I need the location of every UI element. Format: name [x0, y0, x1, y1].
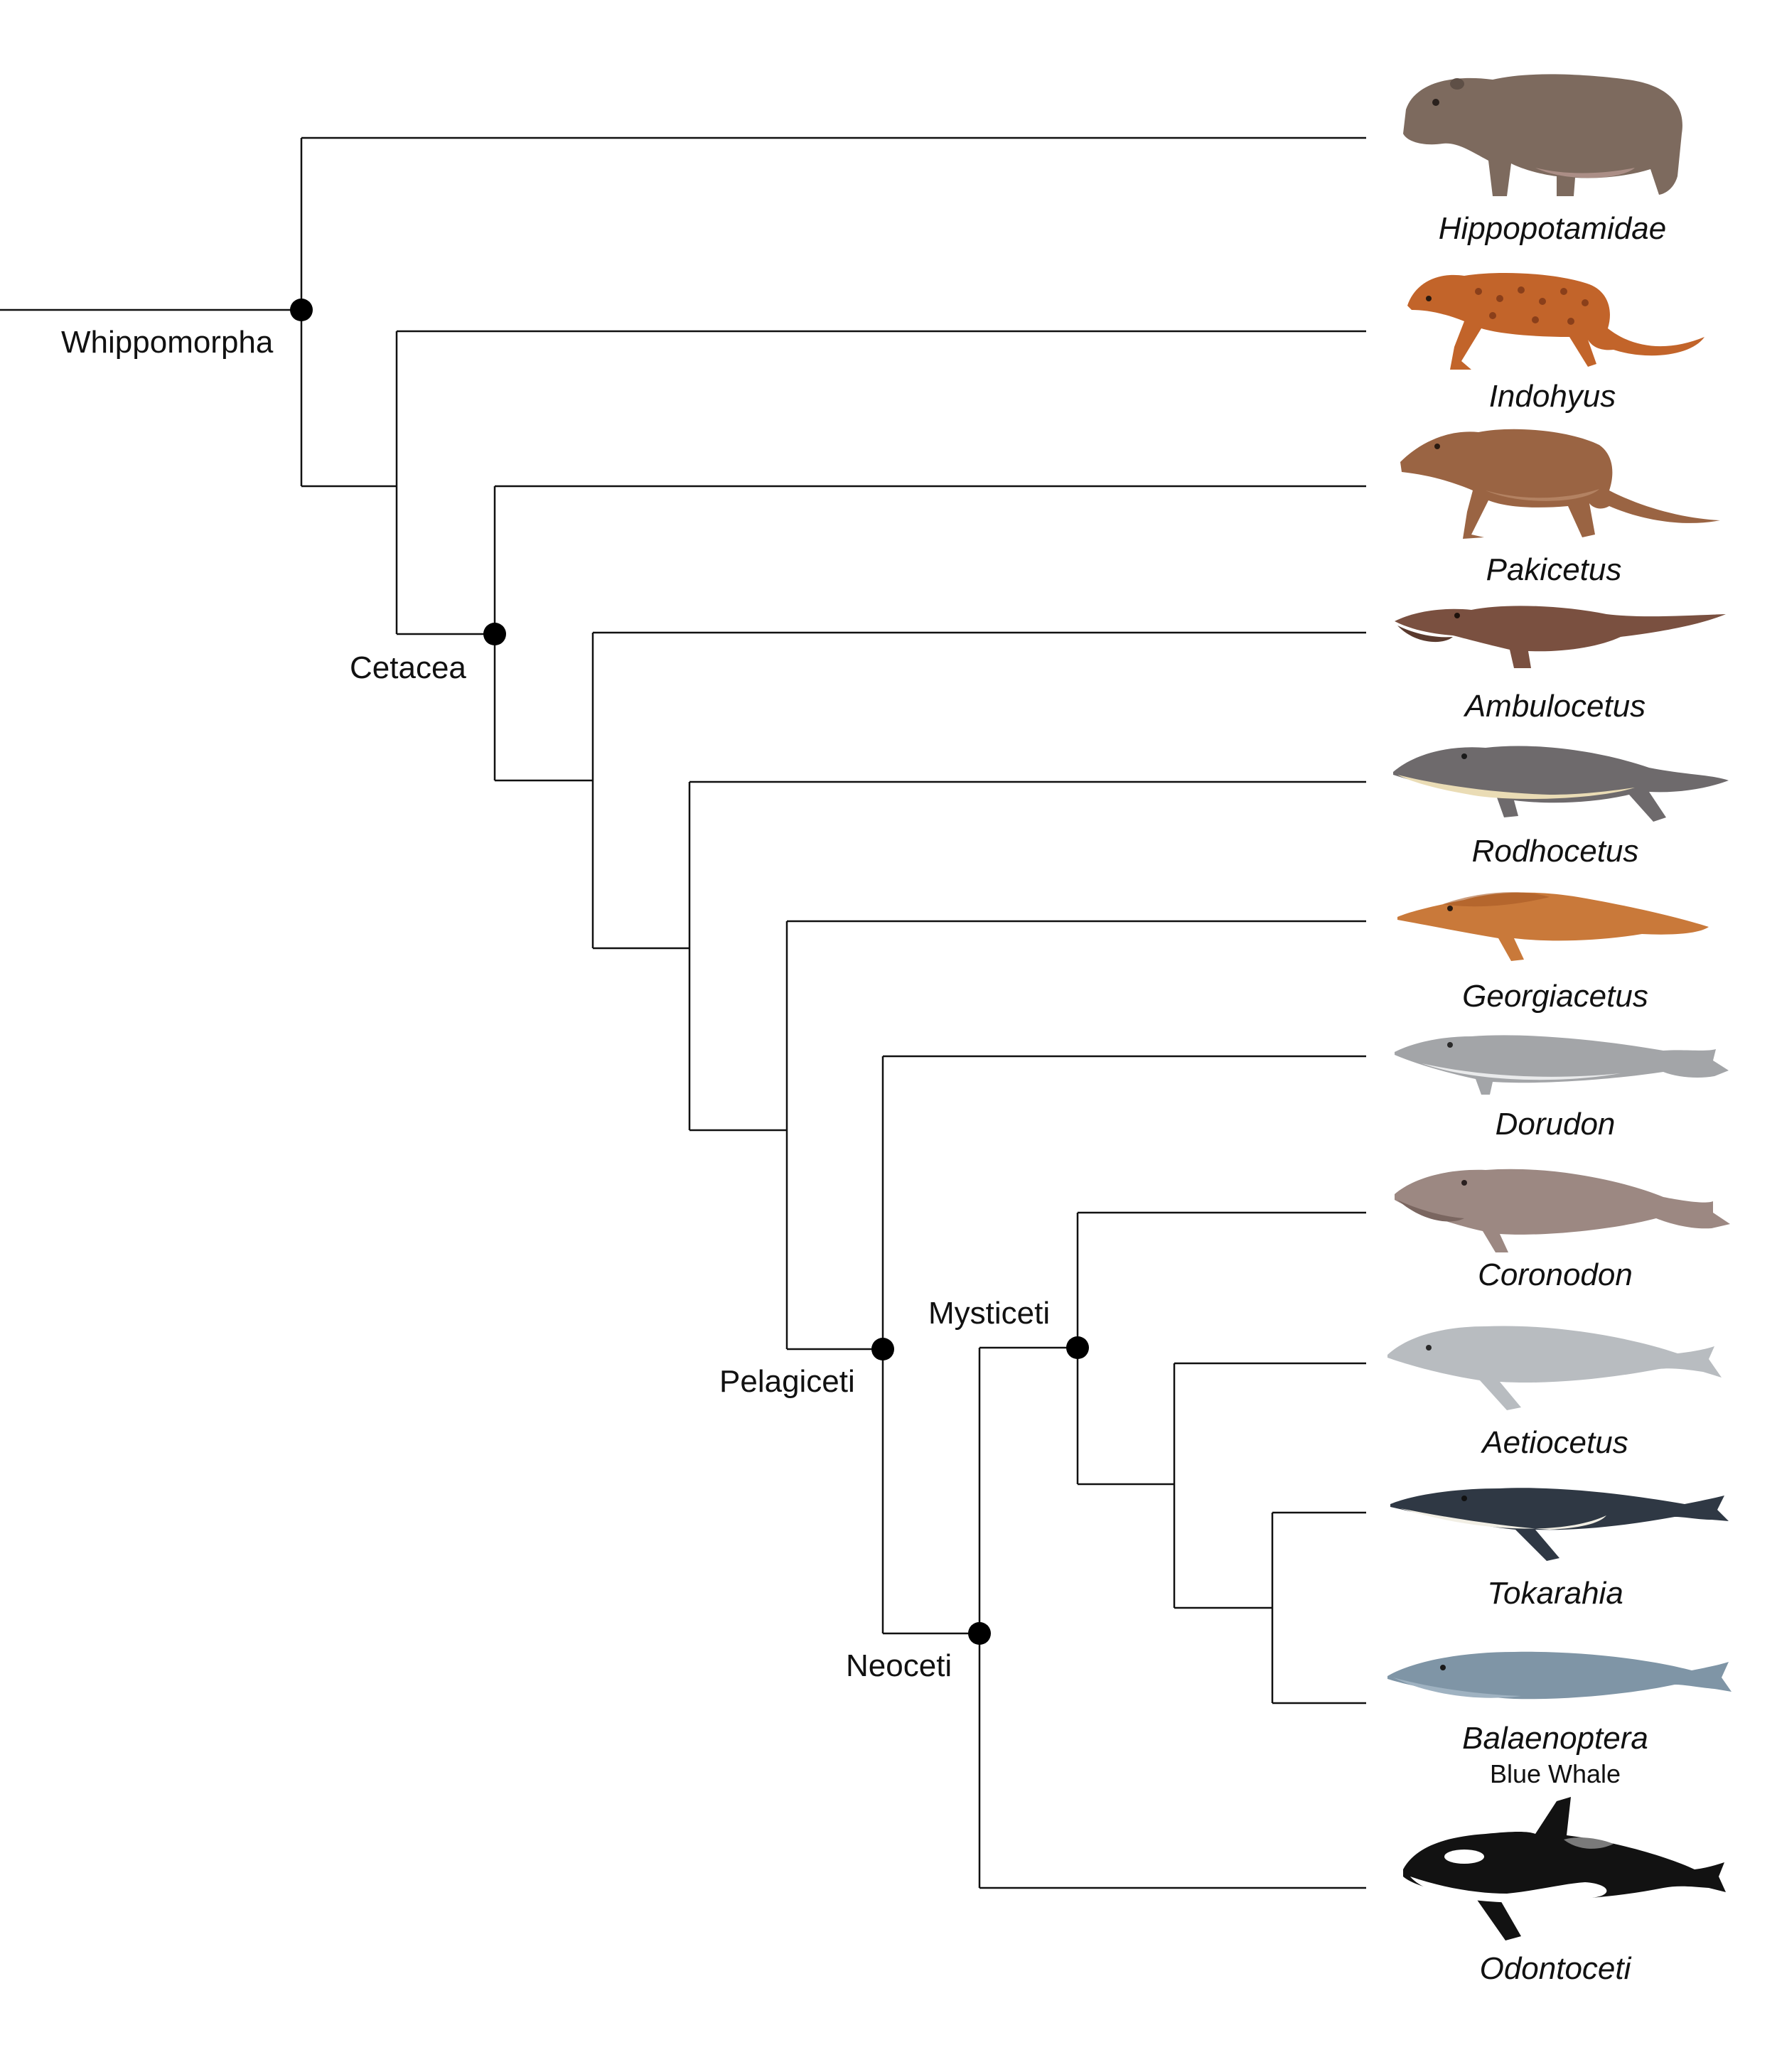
georgiacetus-illustration [1397, 892, 1709, 961]
clade-label-mysticeti: Mysticeti [928, 1296, 1050, 1331]
taxon-label-dorudon: Dorudon [1496, 1107, 1616, 1142]
hippo-body [1403, 74, 1682, 196]
hippo-ear [1450, 78, 1464, 90]
dorudon-body [1395, 1035, 1729, 1095]
node-dot-whippomorpha [290, 299, 313, 321]
pakicetus-eye [1434, 444, 1440, 449]
indohyus-body [1407, 273, 1704, 370]
taxon-label-rodhocetus: Rodhocetus [1472, 834, 1639, 869]
taxon-label-hippopotamidae: Hippopotamidae [1439, 211, 1666, 246]
ambulocetus-jaw [1397, 626, 1453, 643]
taxon-label-odontoceti: Odontoceti [1480, 1951, 1632, 1986]
clade-label-pelagiceti: Pelagiceti [719, 1364, 855, 1399]
aetiocetus-illustration [1387, 1326, 1722, 1410]
balaenoptera-eye [1440, 1665, 1446, 1670]
taxon-labels: Hippopotamidae Indohyus Pakicetus Ambulo… [1439, 211, 1666, 1986]
taxon-label-aetiocetus: Aetiocetus [1480, 1425, 1628, 1460]
pakicetus-body [1400, 429, 1720, 539]
taxon-label-tokarahia: Tokarahia [1487, 1576, 1623, 1611]
pakicetus-belly [1486, 489, 1599, 501]
animal-illustrations [1387, 74, 1732, 1941]
coronodon-body [1395, 1169, 1730, 1252]
orca-eyepatch [1444, 1850, 1484, 1864]
hippopotamus-illustration [1403, 74, 1682, 196]
georgiacetus-back [1443, 892, 1550, 907]
indohyus-eye [1426, 296, 1432, 301]
ambulocetus-eye [1454, 613, 1460, 618]
tokarahia-illustration [1390, 1488, 1729, 1561]
node-dot-mysticeti [1066, 1336, 1089, 1359]
tokarahia-belly [1400, 1508, 1606, 1530]
balaenoptera-illustration [1387, 1651, 1732, 1700]
georgiacetus-body [1397, 892, 1709, 961]
coronodon-jaw [1397, 1200, 1464, 1222]
hippo-eye [1432, 99, 1439, 106]
rodhocetus-belly [1397, 775, 1635, 799]
rodhocetus-body [1393, 746, 1729, 822]
balaenoptera-throat [1393, 1678, 1521, 1698]
node-dot-neoceti [968, 1622, 991, 1645]
clade-label-neoceti: Neoceti [846, 1648, 952, 1683]
common-name-blue-whale: Blue Whale [1490, 1759, 1621, 1788]
ambulocetus-illustration [1395, 606, 1726, 668]
dorudon-belly [1422, 1063, 1621, 1080]
orca-body [1403, 1797, 1726, 1941]
node-dot-pelagiceti [871, 1338, 894, 1360]
coronodon-illustration [1395, 1169, 1730, 1252]
dorudon-illustration [1395, 1035, 1729, 1095]
aetiocetus-body [1387, 1326, 1722, 1410]
tokarahia-eye [1461, 1496, 1467, 1501]
indohyus-spots [1475, 286, 1589, 325]
taxon-label-georgiacetus: Georgiacetus [1462, 979, 1648, 1014]
ambulocetus-body [1395, 606, 1726, 668]
orca-belly [1410, 1877, 1607, 1903]
tokarahia-body [1390, 1488, 1729, 1561]
taxon-label-pakicetus: Pakicetus [1486, 552, 1622, 587]
rodhocetus-eye [1461, 753, 1467, 759]
taxon-label-ambulocetus: Ambulocetus [1463, 689, 1646, 724]
taxon-label-indohyus: Indohyus [1489, 379, 1616, 414]
hippo-belly [1535, 168, 1635, 178]
orca-saddle [1564, 1837, 1614, 1849]
balaenoptera-body [1387, 1651, 1732, 1700]
coronodon-eye [1461, 1180, 1467, 1186]
taxon-label-balaenoptera: Balaenoptera [1462, 1721, 1648, 1756]
tree-branches [0, 136, 1366, 1889]
clade-nodes [290, 299, 1089, 1645]
clade-label-cetacea: Cetacea [350, 650, 466, 685]
aetiocetus-eye [1426, 1345, 1432, 1351]
dorudon-eye [1447, 1042, 1453, 1048]
clade-label-whippomorpha: Whippomorpha [61, 325, 274, 360]
rodhocetus-illustration [1393, 746, 1729, 822]
orca-illustration [1403, 1797, 1726, 1941]
pakicetus-illustration [1400, 429, 1720, 539]
node-dot-cetacea [483, 623, 506, 645]
taxon-label-coronodon: Coronodon [1478, 1257, 1633, 1292]
indohyus-illustration [1407, 273, 1704, 370]
georgiacetus-eye [1447, 906, 1453, 911]
clade-labels: Whippomorpha Cetacea Pelagiceti Mysticet… [61, 325, 1050, 1683]
